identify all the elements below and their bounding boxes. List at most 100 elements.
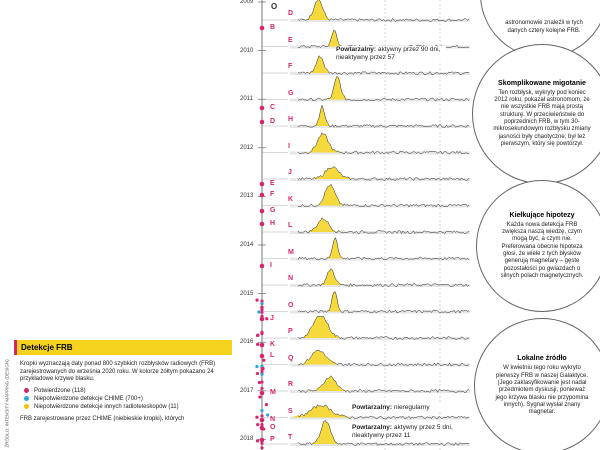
callout-body: W kwietniu tego roku wykryto pierwszy FR… [495, 365, 589, 416]
legend-footnote: FRB zarejestrowane przez CHIME (niebiesk… [20, 415, 185, 422]
callout-body: astronomowie znaleźli w tych danych czte… [505, 20, 583, 34]
burst-fill [305, 0, 331, 21]
detection-dot [259, 353, 265, 359]
legend-label: Niepotwierdzone detekcje CHIME (700+) [34, 395, 143, 402]
light-curve [297, 315, 469, 340]
burst-fill [315, 184, 345, 207]
detection-dot [258, 395, 262, 399]
panel-band [290, 416, 470, 420]
detection-dot [257, 380, 261, 385]
detection-dot [259, 221, 265, 227]
timeline-letter: L [270, 352, 275, 359]
panel-letter: I [288, 142, 290, 150]
detection-dot [259, 105, 265, 111]
detection-dot [259, 181, 265, 187]
panel-letter: D [288, 10, 294, 17]
year-label: 2018 [240, 436, 254, 443]
detection-dot [260, 314, 264, 318]
burst-fill [327, 237, 343, 259]
light-curve [297, 268, 470, 287]
credit: ŹRÓDŁO: INTENSITY MAPPING (DESIGN) [4, 359, 10, 448]
light-curve [297, 132, 470, 155]
detection-dot [255, 298, 259, 302]
detection-dot [260, 441, 264, 445]
light-curve [297, 217, 470, 234]
legend-swatch [24, 396, 29, 401]
panel-band [290, 284, 470, 287]
annotation: Powtarzalny: aktywny przez 90 dni, nieak… [336, 46, 446, 61]
callout: Kiełkujące hipotezy Każda nowa detekcja F… [476, 180, 600, 312]
burst-fill [312, 375, 348, 392]
burst-fill [320, 268, 342, 287]
panel-letter: R [288, 381, 294, 388]
legend-swatch [24, 388, 29, 393]
panel-letter: L [288, 222, 293, 229]
burst-fill [291, 404, 352, 419]
burst-fill [326, 29, 342, 47]
year-label: 2013 [240, 193, 254, 200]
panel-band [290, 390, 470, 393]
panel-band [290, 204, 470, 208]
detection-dot [265, 317, 269, 321]
detection-dot [255, 364, 259, 369]
detection-dot [260, 422, 264, 427]
panel-band [290, 19, 470, 22]
timeline-letter: N [270, 416, 276, 423]
callout-body: Ten rozbłysk, wykryty pod koniec 2012 ro… [493, 89, 591, 147]
burst-fill [327, 76, 347, 101]
panel-band [290, 257, 470, 261]
callout: Skomplikowane migotanie Ten rozbłysk, wyk… [472, 44, 600, 184]
detection-dot [260, 380, 264, 384]
burst-fill [327, 291, 342, 313]
detection-dot [260, 330, 264, 334]
panel-band [290, 310, 470, 314]
timeline-letter: H [270, 220, 276, 227]
timeline-letter: C [270, 104, 276, 111]
burst-fill [299, 316, 342, 339]
annotation: Powtarzalny: aktywny przez 5 dni, nieakt… [352, 424, 462, 439]
timeline-letter: P [270, 436, 275, 443]
detection-dot [260, 408, 264, 413]
panel-letter: F [288, 63, 293, 70]
detection-dot [260, 386, 264, 391]
panel-letter: M [288, 248, 294, 256]
light-curve [297, 0, 470, 22]
callout-title: Skomplikowane migotanie [498, 79, 586, 87]
panel-letter: H [288, 116, 294, 123]
timeline-letter: E [270, 180, 275, 187]
panel-band [290, 337, 470, 340]
panel-letter: S [288, 407, 293, 415]
legend-item: Niepotwierdzone detekcje CHIME (700+) [24, 396, 232, 402]
annotation-text: nieregularny [393, 404, 430, 411]
light-curve [297, 291, 470, 314]
panel-letter: T [288, 434, 293, 441]
light-curve [297, 166, 470, 181]
year-label: 2010 [240, 47, 254, 54]
detection-dot [256, 423, 260, 427]
light-curve [297, 404, 470, 420]
burst-fill [306, 132, 339, 154]
legend-label: Potwierdzone (118) [34, 387, 86, 394]
panel-band [290, 231, 470, 234]
year-label: 2011 [240, 96, 253, 103]
burst-fill [312, 166, 352, 180]
panel-letter: Q [288, 354, 294, 362]
timeline-letter: F [270, 191, 275, 198]
light-curve [297, 375, 470, 393]
detection-dot [260, 446, 264, 450]
timeline-letter: B [270, 24, 276, 31]
light-curve [297, 55, 470, 75]
annotation: Powtarzalny: nieregularny [352, 404, 462, 412]
detection-dot [255, 415, 259, 419]
timeline-letter: I [270, 262, 272, 269]
timeline-letter: M [270, 389, 276, 396]
detection-dot [259, 119, 265, 125]
burst-fill [309, 55, 331, 74]
detection-dot [260, 372, 264, 376]
detection-dot [259, 390, 265, 396]
detection-dot [262, 427, 266, 431]
light-curve [297, 75, 470, 102]
annotation-label: Powtarzalny: [352, 424, 393, 431]
timeline-letter: J [270, 315, 274, 322]
